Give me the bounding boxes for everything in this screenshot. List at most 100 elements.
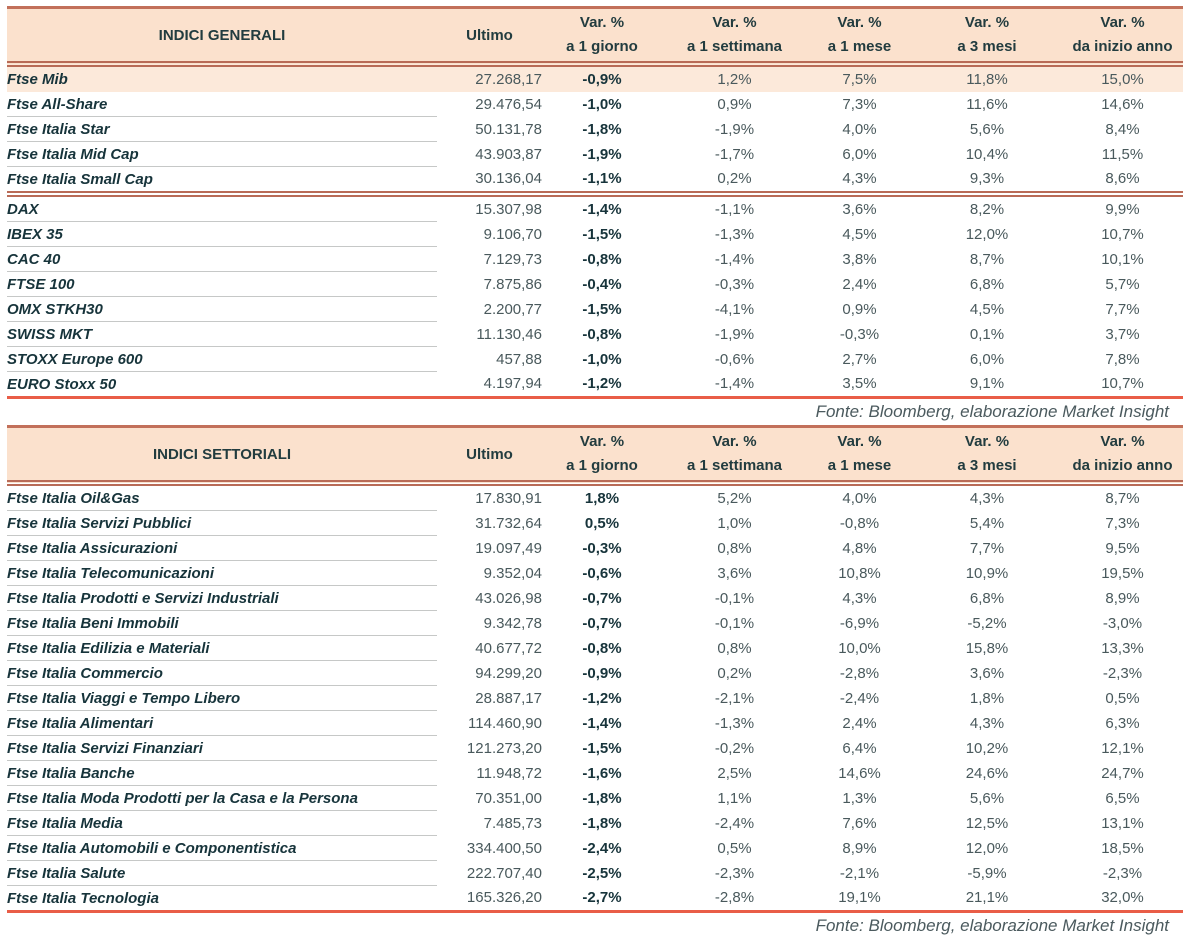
var-1-settimana-cell: 0,2%	[717, 664, 752, 682]
table-row: Ftse All-Share 29.476,54 -1,0% 0,9% 7,3% 11,6…	[7, 91, 1183, 117]
index-name-cell: Ftse Italia Mid Cap	[7, 141, 437, 167]
var-label-line1: Var. %	[964, 433, 1010, 450]
ultimo-cell: 7.875,86	[483, 275, 542, 293]
var-1-giorno-cell: -1,9%	[582, 145, 622, 163]
var-label-line2: da inizio anno	[1072, 457, 1173, 474]
var-1-giorno-cell: -1,5%	[582, 225, 622, 243]
var-1-settimana-cell: -4,1%	[714, 300, 755, 318]
ultimo-cell: 9.352,04	[483, 564, 542, 582]
var-3-mesi-cell: 9,3%	[912, 166, 1062, 197]
var-inizio-anno-cell: 8,4%	[1105, 120, 1140, 138]
indici-settoriali-body: Ftse Italia Oil&Gas 17.830,91 1,8% 5,2% 4,0%…	[7, 483, 1183, 913]
column-header-var-1-giorno: Var. % a 1 giorno	[542, 7, 662, 67]
source-note: Fonte: Bloomberg, elaborazione Market In…	[815, 402, 1169, 421]
ultimo-cell: 2.200,77	[483, 300, 542, 318]
var-label-line2: da inizio anno	[1072, 38, 1173, 55]
var-1-settimana-cell: -1,4%	[714, 250, 755, 268]
indici-generali-header: INDICI GENERALI Ultimo Var. % a 1 giorno…	[7, 7, 1183, 67]
index-name-cell: Ftse Italia Salute	[7, 860, 437, 886]
var-3-mesi-cell: 3,6%	[969, 664, 1005, 682]
var-1-mese-cell: -2,8%	[839, 664, 880, 682]
var-1-settimana-cell: -0,6%	[714, 350, 755, 368]
var-1-settimana-cell: 0,8%	[717, 639, 752, 657]
var-1-giorno-cell: -2,7%	[542, 885, 662, 913]
var-1-giorno-cell: -2,4%	[582, 839, 622, 857]
var-1-giorno-cell: -1,0%	[582, 350, 622, 368]
var-1-giorno-cell: 0,5%	[584, 514, 620, 532]
var-1-settimana-cell: 2,5%	[717, 764, 752, 782]
var-1-mese-cell: 0,9%	[842, 300, 877, 318]
table-row: EURO Stoxx 50 4.197,94 -1,2% -1,4% 3,5% 9,1% 1…	[7, 371, 1183, 399]
var-3-mesi-cell: 15,8%	[965, 639, 1009, 657]
var-inizio-anno-cell: 11,5%	[1101, 145, 1144, 163]
column-header-var-1-settimana: Var. % a 1 settimana	[662, 426, 807, 486]
index-name-cell: Ftse Italia Servizi Pubblici	[7, 510, 437, 536]
var-1-mese-cell: 4,0%	[842, 489, 877, 507]
var-1-giorno-cell: -0,7%	[582, 589, 622, 607]
var-1-mese-cell: 3,6%	[842, 200, 877, 218]
ultimo-cell: 28.887,17	[475, 689, 542, 707]
var-label-line1: Var. %	[1100, 433, 1145, 450]
var-3-mesi-cell: 9,1%	[912, 371, 1062, 399]
var-1-settimana-cell: -0,1%	[714, 614, 755, 632]
var-1-giorno-cell: 1,8%	[584, 489, 620, 507]
var-inizio-anno-cell: 8,6%	[1062, 166, 1183, 197]
index-name-cell: Ftse Italia Small Cap	[7, 166, 437, 197]
column-header-title: INDICI GENERALI	[7, 7, 437, 67]
var-1-settimana-cell: 1,0%	[717, 514, 752, 532]
var-1-settimana-cell: 0,8%	[717, 539, 752, 557]
var-1-mese-cell: 4,8%	[842, 539, 877, 557]
column-header-var-inizio-anno: Var. % da inizio anno	[1062, 7, 1183, 67]
var-label-line1: Var. %	[964, 14, 1010, 31]
indici-settoriali-table: INDICI SETTORIALI Ultimo Var. % a 1 gior…	[7, 425, 1183, 913]
index-name-cell: SWISS MKT	[7, 321, 437, 347]
var-1-settimana-cell: 0,9%	[717, 95, 752, 113]
var-3-mesi-cell: 10,2%	[965, 739, 1009, 757]
index-name-cell: Ftse Italia Prodotti e Servizi Industria…	[7, 585, 437, 611]
index-name-cell: Ftse Italia Banche	[7, 760, 437, 786]
var-1-mese-cell: 4,3%	[807, 166, 912, 197]
var-1-giorno-cell: -1,4%	[582, 200, 622, 218]
var-inizio-anno-cell: 24,7%	[1101, 764, 1144, 782]
var-3-mesi-cell: 8,7%	[969, 250, 1005, 268]
index-name-cell: Ftse Italia Viaggi e Tempo Libero	[7, 685, 437, 711]
index-name-cell: IBEX 35	[7, 221, 437, 247]
var-1-giorno-cell: -1,1%	[542, 166, 662, 197]
var-1-mese-cell: 14,6%	[838, 764, 881, 782]
column-header-var-1-mese: Var. % a 1 mese	[807, 7, 912, 67]
var-inizio-anno-cell: 7,7%	[1105, 300, 1140, 318]
var-inizio-anno-cell: 9,5%	[1105, 539, 1140, 557]
table-row: Ftse Italia Servizi Finanziari 121.273,20…	[7, 735, 1183, 761]
ultimo-cell: 222.707,40	[466, 864, 542, 882]
var-1-settimana-cell: -1,3%	[714, 714, 755, 732]
indici-generali-table: INDICI GENERALI Ultimo Var. % a 1 giorno…	[7, 6, 1183, 399]
var-1-mese-cell: -0,3%	[839, 325, 880, 343]
source-note: Fonte: Bloomberg, elaborazione Market In…	[815, 916, 1169, 935]
var-1-giorno-cell: -0,8%	[582, 325, 622, 343]
column-header-var-3-mesi: Var. % a 3 mesi	[912, 426, 1062, 486]
column-header-ultimo: Ultimo	[437, 426, 542, 486]
table-row: STOXX Europe 600 457,88 -1,0% -0,6% 2,7% 6,0%…	[7, 346, 1183, 372]
index-name-cell: Ftse Italia Commercio	[7, 660, 437, 686]
table-row: Ftse Italia Prodotti e Servizi Industria…	[7, 585, 1183, 611]
var-3-mesi-cell: 6,0%	[969, 350, 1005, 368]
table-row: CAC 40 7.129,73 -0,8% -1,4% 3,8% 8,7% 10,1%	[7, 246, 1183, 272]
var-1-mese-cell: 3,8%	[842, 250, 877, 268]
var-1-settimana-cell: -1,9%	[714, 325, 755, 343]
var-1-giorno-cell: -0,9%	[542, 64, 662, 92]
ultimo-cell: 9.106,70	[483, 225, 542, 243]
var-inizio-anno-cell: 32,0%	[1062, 885, 1183, 913]
var-inizio-anno-cell: 6,5%	[1105, 789, 1140, 807]
index-name-cell: Ftse All-Share	[7, 91, 437, 117]
var-1-settimana-cell: -2,1%	[714, 689, 755, 707]
var-1-mese-cell: 4,5%	[842, 225, 877, 243]
ultimo-cell: 9.342,78	[483, 614, 542, 632]
var-label-line1: Var. %	[579, 433, 625, 450]
ultimo-cell: 27.268,17	[437, 64, 542, 92]
index-name-cell: Ftse Italia Beni Immobili	[7, 610, 437, 636]
var-3-mesi-cell: 12,5%	[965, 814, 1009, 832]
table-row: OMX STKH30 2.200,77 -1,5% -4,1% 0,9% 4,5% 7,7%	[7, 296, 1183, 322]
table-row: Ftse Italia Edilizia e Materiali 40.677,7…	[7, 635, 1183, 661]
var-1-settimana-cell: -2,8%	[662, 885, 807, 913]
